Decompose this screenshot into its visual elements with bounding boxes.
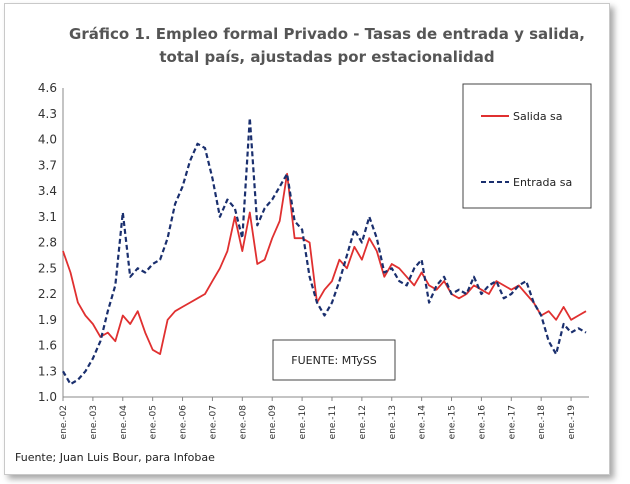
y-tick-label: 1.9 xyxy=(38,313,57,327)
y-tick-label: 4.6 xyxy=(38,81,57,95)
y-tick-label: 2.8 xyxy=(38,236,57,250)
x-tick-label: ene.-14 xyxy=(418,405,428,440)
legend-box xyxy=(462,83,592,209)
x-tick-label: ene.-03 xyxy=(89,405,99,439)
source-box xyxy=(272,339,396,381)
x-tick-label: ene.-15 xyxy=(448,405,458,439)
series-line-entrada xyxy=(62,116,587,386)
y-tick-label: 2.2 xyxy=(38,287,57,301)
y-tick-label: 4.0 xyxy=(38,133,57,147)
y-tick-label: 3.4 xyxy=(38,184,57,198)
caption: Fuente; Juan Luis Bour, para Infobae xyxy=(15,451,215,464)
x-tick-label: ene.-04 xyxy=(119,405,129,440)
x-tick-label: ene.-09 xyxy=(268,405,278,440)
y-tick-label: 3.7 xyxy=(38,158,57,172)
x-tick-label: ene.-18 xyxy=(537,405,547,440)
x-tick-label: ene.-10 xyxy=(298,405,308,440)
x-axis-ticks: ene.-02 ene.-03 ene.-04 ene.-05 ene.-06 ene.-… xyxy=(59,397,577,439)
chart-frame: Gráfico 1. Empleo formal Privado - Tasas… xyxy=(4,3,610,475)
x-tick-label: ene.-06 xyxy=(179,405,189,440)
legend-label-salida: Salida sa xyxy=(513,110,563,123)
y-tick-label: 4.3 xyxy=(38,107,57,121)
x-tick-label: ene.-08 xyxy=(238,405,248,440)
line-chart: Gráfico 1. Empleo formal Privado - Tasas… xyxy=(15,25,592,464)
x-tick-label: ene.-19 xyxy=(567,405,577,440)
chart-title-line-1: Gráfico 1. Empleo formal Privado - Tasas… xyxy=(69,25,585,43)
y-tick-label: 2.5 xyxy=(38,261,57,275)
x-tick-label: ene.-05 xyxy=(149,405,159,439)
x-tick-label: ene.-17 xyxy=(507,405,517,439)
legend-label-entrada: Entrada sa xyxy=(513,176,572,189)
x-tick-label: ene.-16 xyxy=(477,405,487,440)
source-label: FUENTE: MTySS xyxy=(291,354,376,367)
plot-axes xyxy=(62,88,589,398)
x-tick-label: ene.-07 xyxy=(208,405,218,439)
x-tick-label: ene.-13 xyxy=(388,405,398,439)
chart-title-line-2: total país, ajustadas por estacionalidad xyxy=(159,48,494,66)
y-tick-label: 1.0 xyxy=(38,390,57,404)
x-tick-label: ene.-11 xyxy=(328,405,338,439)
x-tick-label: ene.-12 xyxy=(358,405,368,439)
x-tick-label: ene.-02 xyxy=(59,405,69,439)
y-axis-ticks: 1.0 1.3 1.6 1.9 2.2 2.5 2.8 3.1 3.4 3.7 4.0 4.3 4.6 xyxy=(38,81,57,404)
y-tick-label: 3.1 xyxy=(38,210,57,224)
y-tick-label: 1.6 xyxy=(38,339,57,353)
series-lines xyxy=(62,116,587,386)
series-line-salida xyxy=(62,172,587,355)
y-tick-label: 1.3 xyxy=(38,364,57,378)
